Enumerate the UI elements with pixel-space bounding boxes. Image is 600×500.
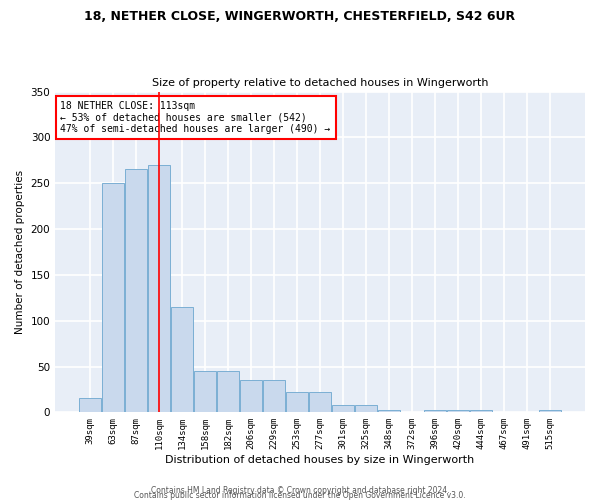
Bar xyxy=(148,165,170,412)
Bar xyxy=(378,410,400,412)
Bar xyxy=(194,371,216,412)
Text: 18 NETHER CLOSE: 113sqm
← 53% of detached houses are smaller (542)
47% of semi-d: 18 NETHER CLOSE: 113sqm ← 53% of detache… xyxy=(61,101,331,134)
Bar xyxy=(102,183,124,412)
Bar xyxy=(240,380,262,412)
Bar xyxy=(217,371,239,412)
Bar xyxy=(171,307,193,412)
Bar xyxy=(286,392,308,412)
Bar xyxy=(355,405,377,412)
Y-axis label: Number of detached properties: Number of detached properties xyxy=(15,170,25,334)
Bar xyxy=(447,410,469,412)
Bar xyxy=(470,410,492,412)
Bar xyxy=(309,392,331,412)
Bar xyxy=(332,405,354,412)
Text: 18, NETHER CLOSE, WINGERWORTH, CHESTERFIELD, S42 6UR: 18, NETHER CLOSE, WINGERWORTH, CHESTERFI… xyxy=(85,10,515,23)
Bar xyxy=(424,410,446,412)
Bar xyxy=(539,410,561,412)
Bar xyxy=(79,398,101,412)
Text: Contains HM Land Registry data © Crown copyright and database right 2024.: Contains HM Land Registry data © Crown c… xyxy=(151,486,449,495)
Title: Size of property relative to detached houses in Wingerworth: Size of property relative to detached ho… xyxy=(152,78,488,88)
X-axis label: Distribution of detached houses by size in Wingerworth: Distribution of detached houses by size … xyxy=(166,455,475,465)
Bar xyxy=(125,170,147,412)
Text: Contains public sector information licensed under the Open Government Licence v3: Contains public sector information licen… xyxy=(134,491,466,500)
Bar xyxy=(263,380,285,412)
